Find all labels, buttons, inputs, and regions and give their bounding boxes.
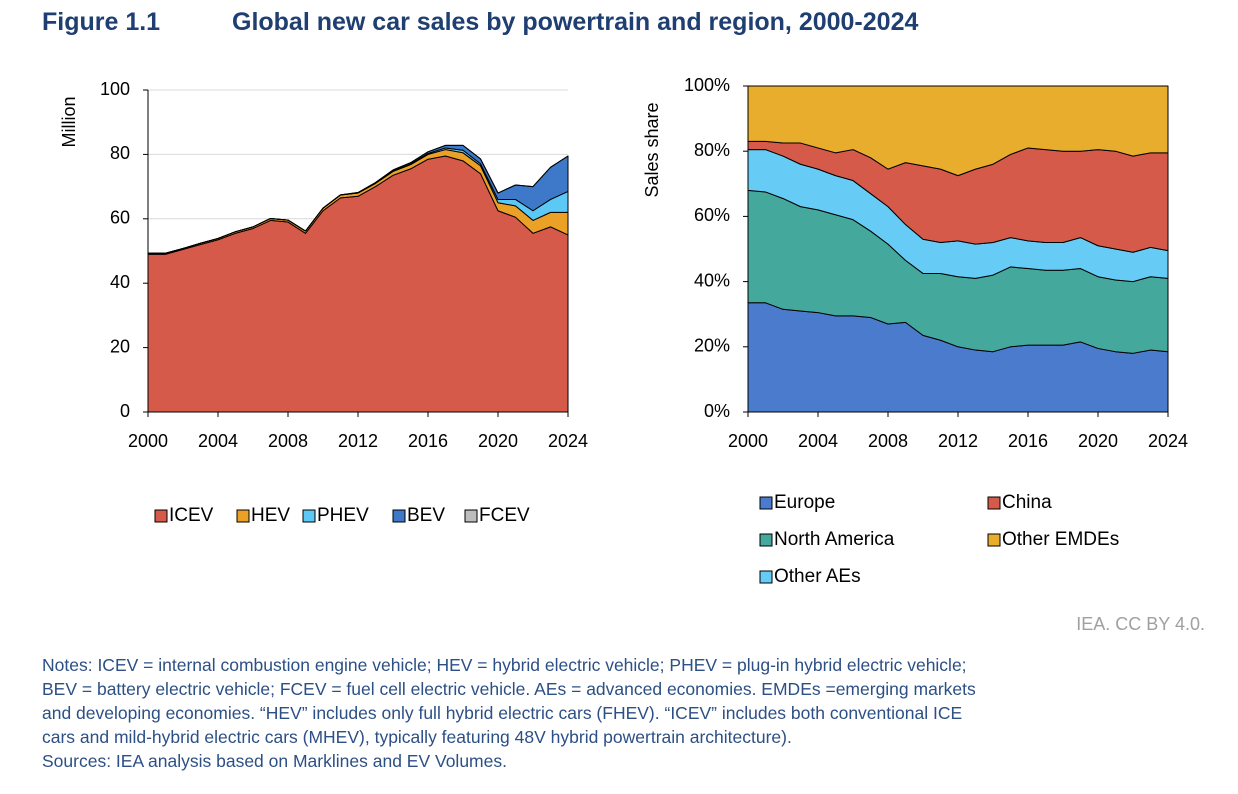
y-tick-label: 0: [120, 401, 130, 421]
note-line: and developing economies. “HEV” includes…: [42, 703, 963, 723]
x-tick-label: 2024: [548, 431, 588, 451]
x-tick-label: 2020: [478, 431, 518, 451]
legend-label: BEV: [407, 505, 445, 526]
x-tick-label: 2000: [728, 431, 768, 451]
figure-title: Global new car sales by powertrain and r…: [232, 8, 919, 36]
y-tick-label: 80%: [694, 140, 730, 160]
area: [747, 85, 1169, 177]
x-tick-label: 2012: [938, 431, 978, 451]
y-tick-label: 40%: [694, 270, 730, 290]
legend-label: China: [1002, 492, 1052, 513]
y-axis-label: Million: [59, 96, 79, 147]
y-tick-label: 80: [110, 143, 130, 163]
y-tick-label: 20: [110, 336, 130, 356]
note-line: Sources: IEA analysis based on Marklines…: [42, 751, 507, 771]
legend-swatch: [759, 533, 773, 547]
x-tick-label: 2024: [1148, 431, 1188, 451]
x-tick-label: 2004: [198, 431, 238, 451]
legend-swatch: [759, 496, 773, 510]
legend-swatch: [236, 509, 250, 523]
legend-label: PHEV: [317, 505, 369, 526]
legend-label: Other EMDEs: [1002, 529, 1119, 550]
x-tick-label: 2000: [128, 431, 168, 451]
y-tick-label: 60: [110, 208, 130, 228]
x-tick-label: 2016: [1008, 431, 1048, 451]
note-line: BEV = battery electric vehicle; FCEV = f…: [42, 679, 976, 699]
x-tick-label: 2012: [338, 431, 378, 451]
note-line: Notes: ICEV = internal combustion engine…: [42, 655, 967, 675]
legend-label: Europe: [774, 492, 835, 513]
legend-swatch: [302, 509, 316, 523]
x-tick-label: 2020: [1078, 431, 1118, 451]
legend-label: ICEV: [169, 505, 214, 526]
y-tick-label: 60%: [694, 205, 730, 225]
y-tick-label: 0%: [704, 401, 730, 421]
charts: 0 20 40 60 80 100 2000 2004 2008 2012 2016 2020 2024…: [59, 75, 1188, 587]
x-tick-label: 2016: [408, 431, 448, 451]
legend-label: FCEV: [479, 505, 530, 526]
x-tick-label: 2008: [868, 431, 908, 451]
y-tick-label: 20%: [694, 336, 730, 356]
legend-swatch: [759, 570, 773, 584]
x-tick-label: 2004: [798, 431, 838, 451]
y-axis-label: Sales share: [642, 102, 662, 197]
note-line: cars and mild-hybrid electric cars (MHEV…: [42, 727, 792, 747]
y-tick-label: 100: [100, 79, 130, 99]
notes: Notes: ICEV = internal combustion engine…: [42, 653, 976, 773]
figure-label: Figure 1.1: [42, 8, 161, 36]
legend-label: Other AEs: [774, 566, 861, 587]
legend-swatch: [987, 533, 1001, 547]
y-tick-label: 40: [110, 272, 130, 292]
legend-swatch: [987, 496, 1001, 510]
area: [147, 144, 569, 254]
legend-swatch: [464, 509, 478, 523]
legend-label: North America: [774, 529, 895, 550]
y-tick-label: 100%: [684, 75, 730, 95]
x-tick-label: 2008: [268, 431, 308, 451]
credit: IEA. CC BY 4.0.: [1076, 614, 1205, 634]
legend-swatch: [392, 509, 406, 523]
legend-swatch: [154, 509, 168, 523]
legend-label: HEV: [251, 505, 290, 526]
